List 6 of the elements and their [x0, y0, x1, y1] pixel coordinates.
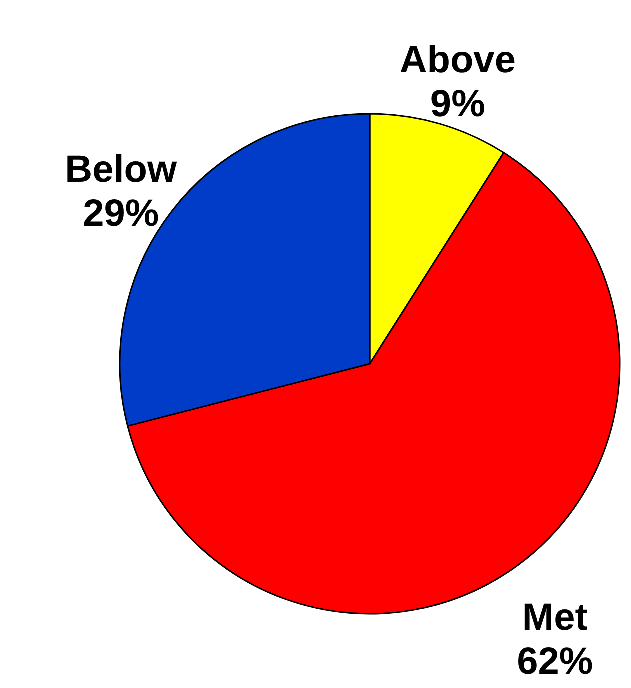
- data-label: 29%: [83, 192, 160, 235]
- slice-label: Above: [400, 40, 516, 82]
- data-label: 9%: [430, 84, 486, 126]
- slice-label: Below: [65, 148, 178, 191]
- slice-label: Met: [522, 596, 588, 639]
- data-label: 62%: [517, 640, 594, 683]
